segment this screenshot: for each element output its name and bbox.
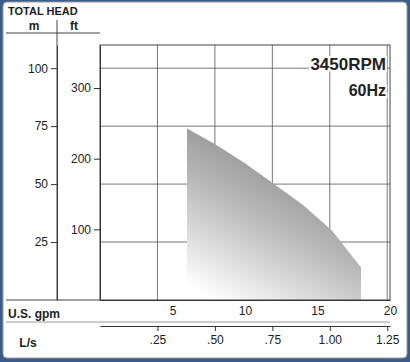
tick-mark <box>387 326 388 331</box>
tick-mark <box>51 126 57 127</box>
label-rules <box>6 20 390 322</box>
tick: 300 <box>71 81 100 95</box>
tick: 25 <box>35 235 57 249</box>
plot-area <box>187 128 361 300</box>
rule <box>6 322 390 323</box>
tick-mark <box>51 68 57 69</box>
tick: 75 <box>35 119 57 133</box>
annotation: 60Hz <box>349 82 386 99</box>
tick: .25 <box>150 326 167 347</box>
tick-label: 25 <box>35 235 49 249</box>
axis: 5 10 15 20 <box>101 300 398 318</box>
tick-label: 100 <box>28 62 48 76</box>
y-axis-title: TOTAL HEAD <box>8 5 78 17</box>
grid-line <box>100 126 390 127</box>
tick: 15 <box>311 300 325 318</box>
y-unit: m <box>29 19 40 33</box>
chart: 25 50 75 100 100 200 300 5 10 15 20 .25 .50 .75 1.00 1.… <box>0 0 410 362</box>
tick-label: 75 <box>35 119 49 133</box>
tick: .50 <box>207 326 224 347</box>
tick: 1.25 <box>376 326 400 347</box>
tick-label: .50 <box>207 333 224 347</box>
tick: 50 <box>35 177 57 191</box>
tick-label: 10 <box>239 304 253 318</box>
tick-label: 200 <box>71 152 91 166</box>
tick: 100 <box>28 62 57 76</box>
tick: 100 <box>71 223 100 237</box>
tick: 5 <box>170 300 177 318</box>
tick-mark <box>51 242 57 243</box>
grid <box>100 45 390 300</box>
tick-label: 20 <box>384 304 398 318</box>
tick: .75 <box>265 326 282 347</box>
tick-label: .75 <box>265 333 282 347</box>
tick: 10 <box>239 300 253 318</box>
tick: 1.00 <box>319 326 343 347</box>
tick-mark <box>330 326 331 331</box>
tick-label: 15 <box>311 304 325 318</box>
pump-curve-area <box>187 128 361 300</box>
tick-label: 50 <box>35 177 49 191</box>
axis: 25 50 75 100 <box>28 46 58 301</box>
tick-label: 1.25 <box>376 333 400 347</box>
tick-mark <box>94 88 100 89</box>
tick-label: 5 <box>170 304 177 318</box>
tick-mark <box>215 326 216 331</box>
tick-mark <box>272 326 273 331</box>
tick-mark <box>157 326 158 331</box>
panel <box>3 2 407 358</box>
tick-label: 100 <box>71 223 91 237</box>
tick-mark <box>51 184 57 185</box>
tick-label: 1.00 <box>319 333 343 347</box>
tick: 200 <box>71 152 100 166</box>
axis: .25 .50 .75 1.00 1.25 <box>101 326 400 347</box>
y2-unit: ft <box>70 19 78 33</box>
grid-line <box>387 45 388 300</box>
axis-line <box>101 300 391 301</box>
x2-axis-title: L/s <box>19 336 37 350</box>
axis: 100 200 300 <box>71 46 101 301</box>
axis-line <box>101 326 391 327</box>
axis-line <box>100 46 101 301</box>
rule <box>6 300 100 301</box>
tick-mark <box>94 229 100 230</box>
tick-label: 300 <box>71 81 91 95</box>
annotation: 3450RPM <box>310 55 386 74</box>
x-axis-title: U.S. gpm <box>8 307 60 321</box>
tick: 20 <box>384 300 398 318</box>
grid-line <box>157 45 158 300</box>
plot-frame <box>100 45 390 300</box>
rule <box>57 20 58 300</box>
rule <box>6 33 100 34</box>
tick-mark <box>94 159 100 160</box>
tick-label: .25 <box>150 333 167 347</box>
